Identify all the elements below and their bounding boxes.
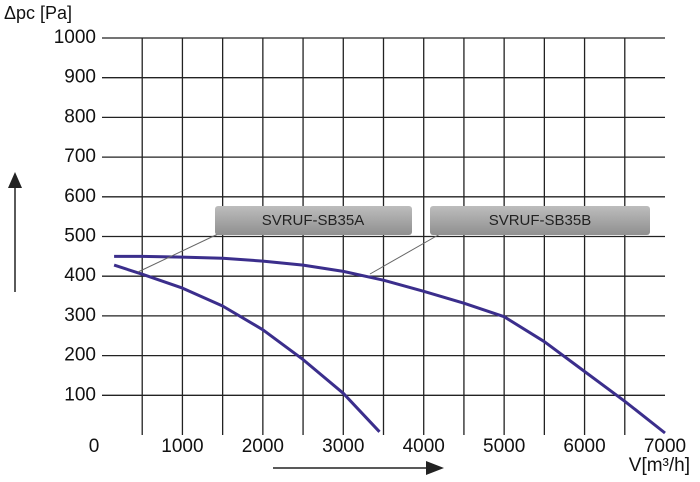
series-label: SVRUF-SB35A xyxy=(262,212,365,229)
x-tick-label: 4000 xyxy=(403,436,445,457)
x-tick-label: 0 xyxy=(89,436,100,457)
series-labels: SVRUF-SB35A SVRUF-SB35B xyxy=(137,206,650,275)
y-tick-label: 100 xyxy=(64,384,96,405)
y-arrow-head xyxy=(8,172,22,188)
y-tick-label: 600 xyxy=(64,186,96,207)
y-tick-label: 1000 xyxy=(54,27,96,48)
series-line xyxy=(113,263,381,433)
plot: 100 200 300 400 500 600 700 800 900 1000 0 1000 2000… xyxy=(54,27,686,457)
y-tick-label: 800 xyxy=(64,106,96,127)
x-tick-label: 3000 xyxy=(322,436,364,457)
y-tick-label: 400 xyxy=(64,265,96,286)
x-tick-label: 5000 xyxy=(483,436,525,457)
x-axis-label: V[m³/h] xyxy=(629,455,690,476)
leader-line xyxy=(369,233,441,275)
y-axis-label: Δpc [Pa] xyxy=(4,3,72,23)
label-box xyxy=(430,206,650,235)
x-tick-label: 6000 xyxy=(563,436,605,457)
x-tick-label: 7000 xyxy=(644,436,686,457)
x-tick-label: 2000 xyxy=(242,436,284,457)
series-line xyxy=(114,254,666,435)
y-tick-label: 200 xyxy=(64,345,96,366)
x-tick-label: 1000 xyxy=(161,436,203,457)
series-label: SVRUF-SB35B xyxy=(489,212,592,229)
leader-line xyxy=(137,233,219,273)
y-tick-label: 500 xyxy=(64,226,96,247)
y-tick-label: 900 xyxy=(64,67,96,88)
y-tick-label: 300 xyxy=(64,305,96,326)
x-arrow-head xyxy=(426,461,444,475)
y-tick-label: 700 xyxy=(64,146,96,167)
label-box xyxy=(215,206,412,235)
